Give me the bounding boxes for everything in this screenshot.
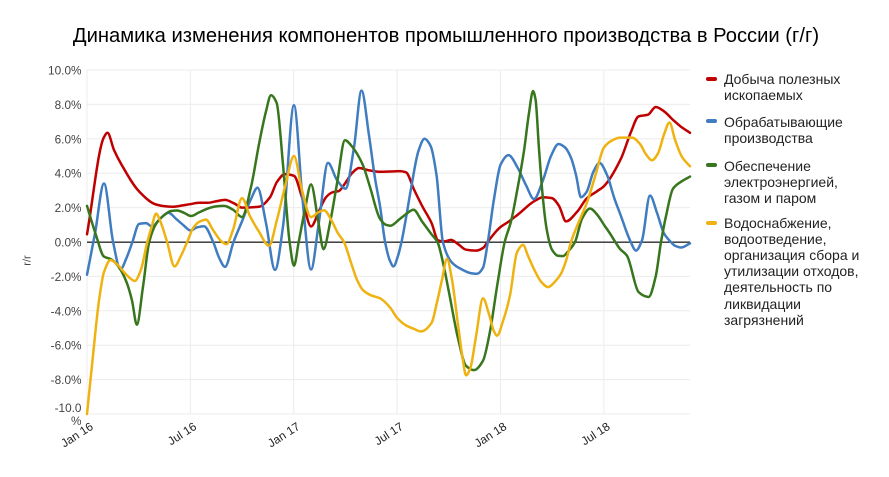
svg-text:10.0%: 10.0% [48,64,82,78]
svg-text:Jul 18: Jul 18 [579,419,613,448]
svg-text:4.0%: 4.0% [55,167,82,181]
svg-text:%: % [71,414,82,428]
svg-text:2.0%: 2.0% [55,201,82,215]
svg-text:Jul 16: Jul 16 [165,419,199,448]
svg-text:Jan 17: Jan 17 [265,419,302,450]
svg-text:Jul 17: Jul 17 [372,419,406,448]
svg-text:-2.0%: -2.0% [51,270,82,284]
svg-text:-4.0%: -4.0% [51,304,82,318]
svg-text:0.0%: 0.0% [55,236,82,250]
svg-text:-10.0: -10.0 [55,401,82,415]
svg-text:6.0%: 6.0% [55,132,82,146]
svg-text:-6.0%: -6.0% [51,339,82,353]
svg-text:8.0%: 8.0% [55,98,82,112]
svg-text:r/r: r/r [22,255,34,266]
svg-text:Jan 18: Jan 18 [472,419,510,450]
svg-text:-8.0%: -8.0% [51,373,82,387]
